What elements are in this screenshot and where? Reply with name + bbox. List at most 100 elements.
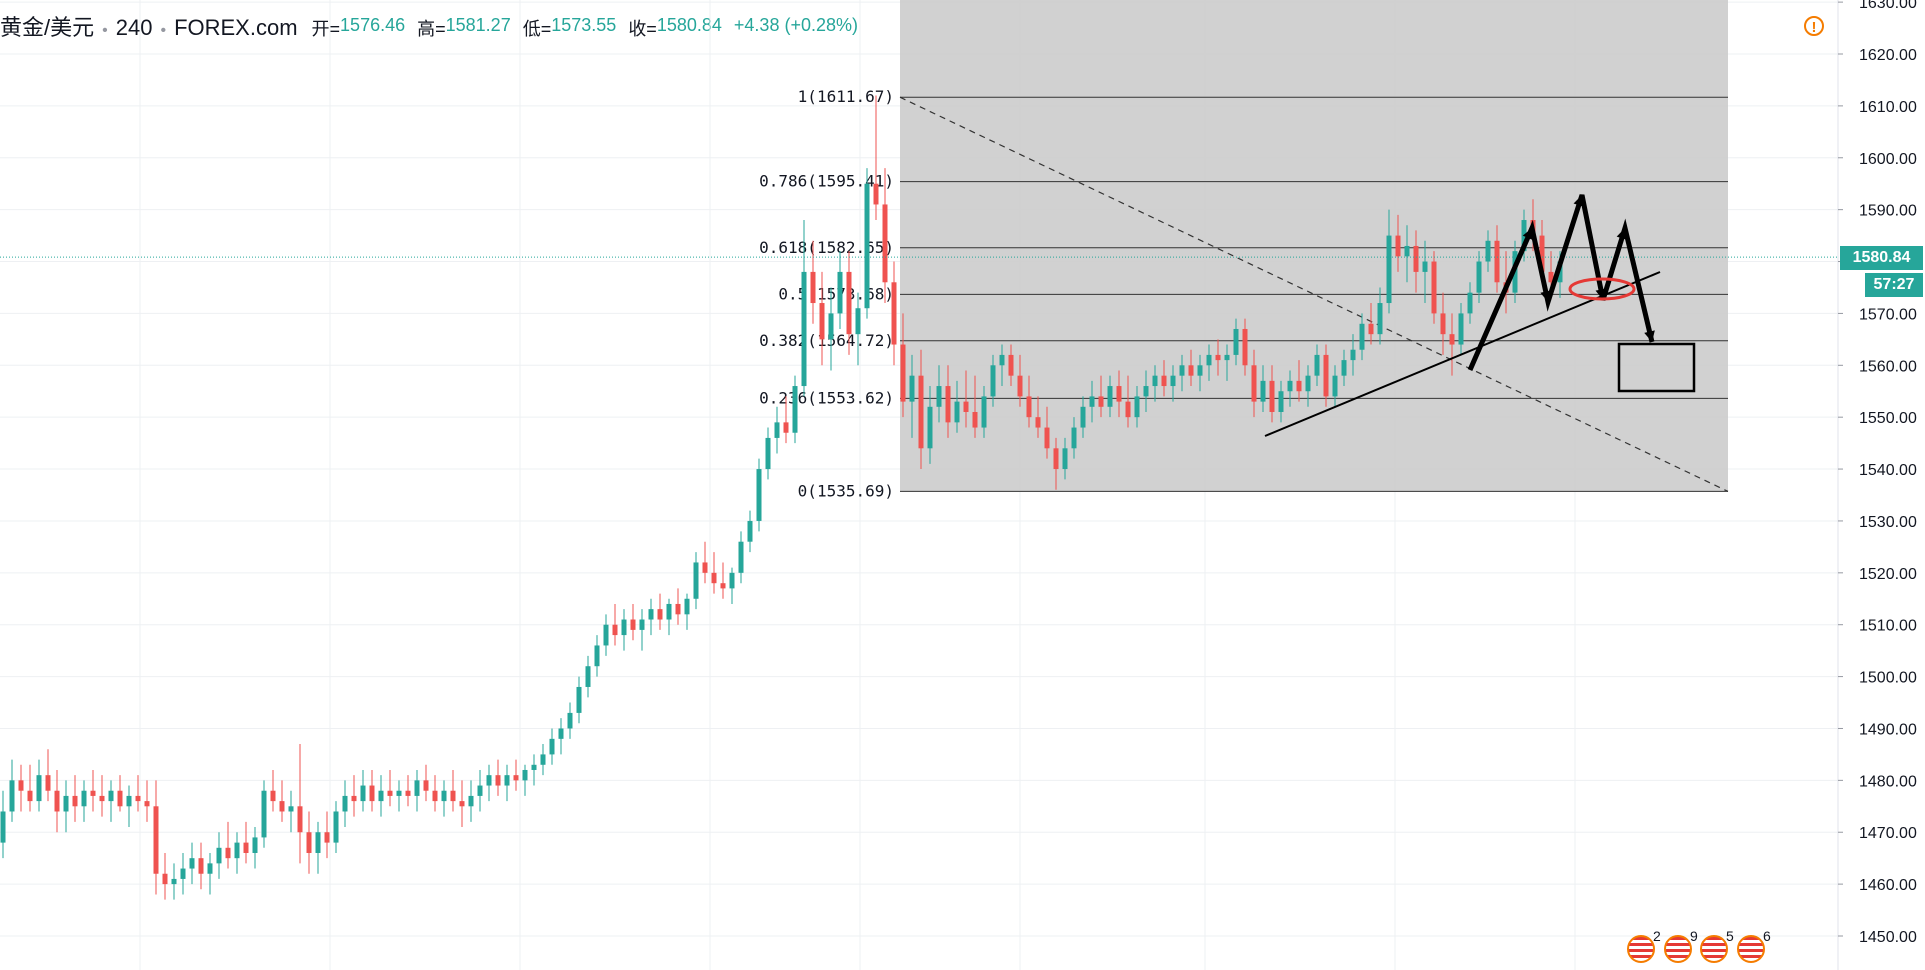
candle-body (387, 790, 393, 796)
candle-body (873, 183, 879, 205)
candle-body (981, 396, 987, 428)
candle-body (576, 686, 582, 713)
candle-body (135, 795, 141, 802)
candle-body (1422, 261, 1428, 272)
candle-body (918, 375, 924, 449)
candle-body (1089, 396, 1095, 407)
price-axis-label: 1570.00 (1859, 306, 1917, 323)
low-label: 低= (522, 19, 552, 39)
candle-body (630, 619, 636, 630)
candle-body (1458, 313, 1464, 345)
candle-body (270, 790, 276, 802)
candle-body (1341, 360, 1347, 376)
candle-body (1026, 396, 1032, 418)
candle-body (1476, 261, 1482, 293)
candle-body (531, 764, 537, 770)
candle-body (765, 437, 771, 470)
candle-body (1296, 380, 1302, 392)
candle-body (54, 790, 60, 812)
candle-body (72, 795, 78, 807)
candle-body (171, 878, 177, 885)
price-axis-label: 1550.00 (1859, 410, 1917, 427)
candle-body (351, 795, 357, 802)
candle-body (1413, 245, 1419, 272)
candle-body (1134, 396, 1140, 418)
candle-body (288, 806, 294, 812)
fib-level-label: 0.236(1553.62) (759, 388, 894, 407)
candle-body (1323, 354, 1329, 397)
low-value: 1573.55 (551, 15, 617, 35)
candle-body (324, 832, 330, 843)
candle-body (792, 386, 798, 433)
candle-body (666, 603, 672, 620)
candle-body (216, 847, 222, 864)
fib-level-label: 0.382(1564.72) (759, 331, 894, 350)
candle-body (1404, 245, 1410, 257)
countdown-tag: 57:27 (1865, 273, 1923, 297)
candle-body (1035, 417, 1041, 428)
candle-body (27, 790, 33, 802)
economic-event-icon[interactable] (1737, 935, 1765, 963)
candle-body (504, 775, 510, 786)
price-axis-label: 1480.00 (1859, 773, 1917, 790)
candle-body (180, 868, 186, 879)
candle-body (99, 795, 105, 802)
fib-level-label: 0.618(1582.65) (759, 238, 894, 257)
timeframe-label[interactable]: 240 (115, 15, 153, 40)
fib-level-label: 0.786(1595.41) (759, 172, 894, 191)
price-axis-label: 1520.00 (1859, 566, 1917, 583)
candle-body (513, 775, 519, 781)
candle-body (828, 313, 834, 340)
candle-body (423, 780, 429, 791)
candle-body (720, 583, 726, 589)
fib-level-label: 1(1611.67) (798, 87, 894, 106)
economic-event-icon[interactable] (1627, 935, 1655, 963)
candle-body (1080, 406, 1086, 428)
price-axis (1838, 0, 1925, 970)
candle-body (1242, 328, 1248, 366)
candle-body (1467, 292, 1473, 314)
warning-icon[interactable]: ! (1804, 16, 1824, 36)
candle-body (243, 842, 249, 853)
candle-body (738, 541, 744, 573)
candle-body (882, 204, 888, 283)
candle-body (1017, 375, 1023, 397)
candle-body (675, 603, 681, 615)
fib-trend-line (899, 96, 1729, 492)
symbol-name[interactable]: 黄金/美元 (0, 15, 95, 40)
candle-body (207, 863, 213, 874)
candle-body (261, 790, 267, 838)
candle-body (648, 609, 654, 620)
candle-body (342, 795, 348, 812)
candle-body (279, 801, 285, 812)
arrow-head-icon (1616, 228, 1628, 240)
candle-body (477, 785, 483, 796)
price-axis-label: 1560.00 (1859, 358, 1917, 375)
arrow-head-icon (1573, 195, 1584, 207)
economic-event-icon[interactable] (1664, 935, 1692, 963)
ohlc-values: 开= 1576.46 高= 1581.27 低= 1573.55 收= 1580.84 … (312, 15, 858, 41)
candle-body (405, 790, 411, 796)
price-axis-label: 1500.00 (1859, 670, 1917, 687)
candle-body (315, 832, 321, 853)
candle-body (1215, 354, 1221, 361)
economic-event-icon[interactable] (1700, 935, 1728, 963)
arrow-head-icon (1522, 228, 1533, 240)
candle-body (585, 666, 591, 687)
candle-body (1287, 380, 1293, 392)
candle-body (747, 520, 753, 542)
candle-body (774, 422, 780, 438)
candle-body (711, 572, 717, 584)
event-count: 6 (1763, 928, 1771, 944)
candle-body (819, 303, 825, 340)
candle-body (0, 811, 6, 843)
candle-body (1260, 380, 1266, 402)
candle-body (567, 712, 573, 729)
fib-retracement-area (900, 0, 1728, 492)
fib-level-label: 0.5(1573.68) (778, 284, 894, 303)
symbol-header: 黄金/美元 • 240 • FOREX.com 开= 1576.46 高= 1581… (0, 10, 858, 40)
target-box (1617, 342, 1696, 393)
close-value: 1580.84 (656, 15, 722, 35)
candle-body (234, 842, 240, 859)
